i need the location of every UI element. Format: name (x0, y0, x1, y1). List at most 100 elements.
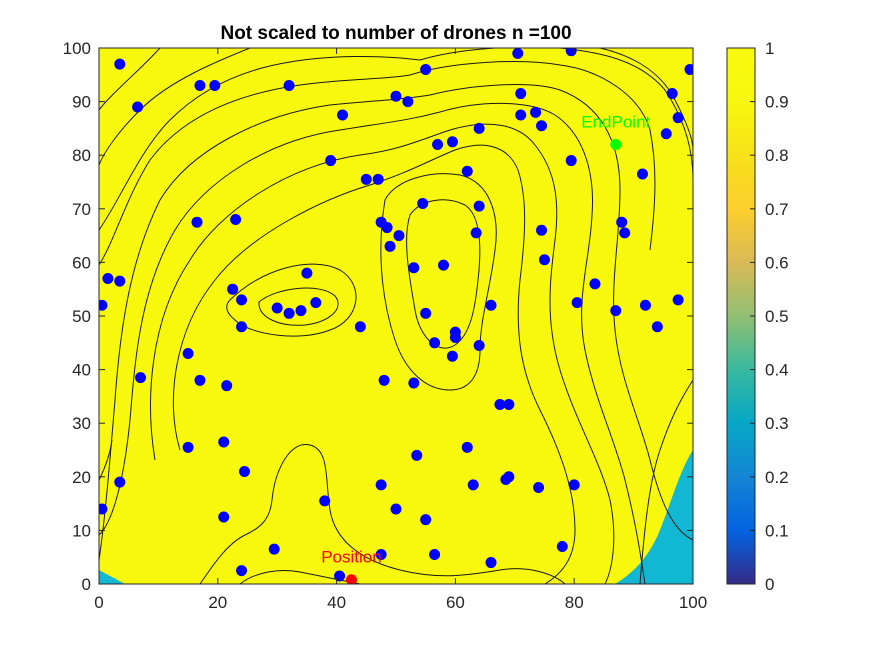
colorbar-tick-label: 0.5 (765, 307, 789, 326)
y-tick-label: 30 (72, 414, 91, 433)
drone-point (672, 112, 684, 124)
drone-point (301, 267, 313, 279)
drone-point (310, 297, 322, 309)
drone-point (378, 374, 390, 386)
field-background (99, 48, 693, 584)
drone-point (417, 197, 429, 209)
colorbar-tick-label: 0.2 (765, 468, 789, 487)
drone-point (411, 449, 423, 461)
drone-point (512, 48, 524, 59)
drone-point (660, 128, 672, 140)
drone-point (449, 331, 461, 343)
drone-point (295, 305, 307, 317)
drone-point (473, 200, 485, 212)
drone-point (494, 398, 506, 410)
colorbar-tick-label: 0.1 (765, 521, 789, 540)
drone-point (194, 374, 206, 386)
drone-point (102, 272, 114, 284)
y-tick-label: 60 (72, 253, 91, 272)
contour-line (406, 199, 481, 349)
drone-point (393, 230, 405, 242)
position-label: Position (321, 548, 381, 567)
drone-point (408, 377, 420, 389)
contour-line (99, 84, 693, 561)
drone-point (99, 299, 108, 311)
colorbar: 0 0.1 0.2 0.3 0.4 0.5 0.6 0.7 0.8 0.9 1 (726, 39, 789, 594)
drone-point (530, 106, 542, 118)
drone-points (99, 48, 693, 582)
drone-point (99, 503, 108, 515)
x-tick-label: 60 (446, 593, 465, 612)
drone-point (515, 88, 527, 100)
drone-point (536, 120, 548, 132)
drone-point (230, 214, 242, 226)
contour-line (639, 379, 693, 584)
drone-point (571, 297, 583, 309)
drone-point (429, 549, 441, 561)
drone-point (218, 511, 230, 523)
contour-line (99, 48, 560, 231)
drone-point (639, 299, 651, 311)
drone-point (390, 90, 402, 102)
y-tick-label: 80 (72, 146, 91, 165)
contour-line (258, 287, 339, 326)
drone-point (209, 80, 221, 92)
drone-point (182, 441, 194, 453)
drone-point (610, 305, 622, 317)
drone-point (470, 227, 482, 239)
drone-point (539, 254, 550, 266)
drone-point (135, 372, 147, 384)
drone-point (533, 482, 545, 494)
drone-point (485, 299, 497, 311)
colorbar-tick-label: 1 (765, 39, 774, 58)
drone-point (236, 321, 248, 333)
drone-point (467, 479, 479, 491)
drone-point (334, 570, 346, 582)
drone-point (420, 63, 432, 75)
x-tick-label: 20 (208, 593, 227, 612)
drone-point (194, 80, 206, 92)
drone-point (473, 122, 485, 134)
drone-point (568, 479, 580, 491)
drone-point (319, 495, 331, 507)
endpoint-label: EndPoint (581, 112, 650, 131)
x-tick-label: 100 (679, 593, 707, 612)
drone-point (616, 216, 628, 228)
contour-line (199, 444, 566, 584)
contour-lines (99, 48, 693, 584)
x-tick-label: 80 (565, 593, 584, 612)
y-tick-label: 10 (72, 521, 91, 540)
y-tick-label: 50 (72, 307, 91, 326)
drone-point (446, 350, 458, 362)
drone-point (325, 155, 337, 167)
drone-point (381, 222, 393, 234)
drone-point (637, 168, 649, 180)
drone-point (182, 348, 194, 360)
y-tick-label: 20 (72, 468, 91, 487)
y-tick-label: 40 (72, 361, 91, 380)
drone-point (337, 109, 349, 121)
contour-line (99, 61, 656, 266)
plot-area: EndPoint Position (98, 47, 694, 585)
colorbar-tick-label: 0.6 (765, 253, 789, 272)
contour-line (150, 123, 615, 584)
drone-point (227, 283, 239, 295)
drone-point (651, 321, 663, 333)
drone-point (268, 543, 280, 555)
drone-point (283, 307, 295, 319)
y-tick-label: 0 (82, 575, 91, 594)
position-marker (345, 574, 357, 584)
x-tick-label: 40 (327, 593, 346, 612)
x-tick-label: 0 (94, 593, 103, 612)
drone-point (236, 294, 248, 306)
low-region-bottom-right (615, 450, 693, 584)
drone-point (461, 441, 473, 453)
drone-point (429, 337, 441, 349)
drone-point (446, 136, 458, 148)
drone-point (283, 80, 295, 92)
drone-point (556, 540, 568, 552)
drone-point (390, 503, 402, 515)
drone-point (473, 339, 485, 351)
low-region-bottom-left (99, 570, 125, 584)
drone-point (666, 88, 678, 100)
